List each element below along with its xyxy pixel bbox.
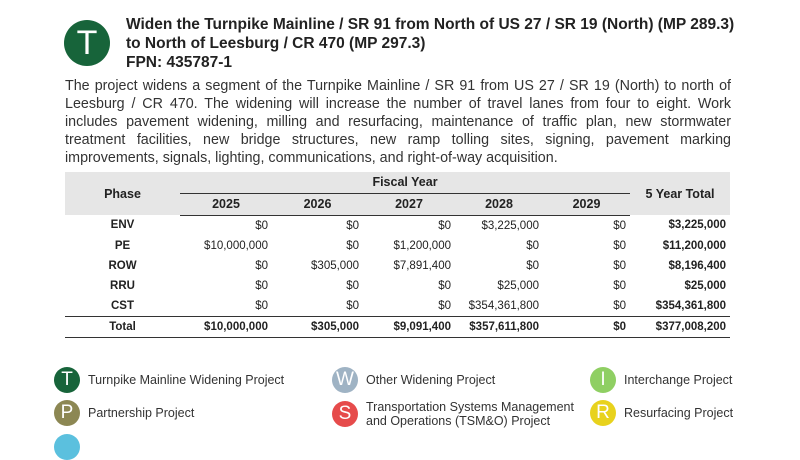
value-cell: $0 (255, 299, 268, 312)
total-cell: $377,008,200 (630, 315, 731, 338)
year-header: 2026 (272, 193, 363, 216)
value-cell: $0 (438, 279, 451, 292)
table-row: ENV $0 $0 $0 $3,225,000 $0 $3,225,000 (65, 215, 730, 236)
value-cell: $0 (613, 259, 627, 272)
value-cell: $10,000,000 (204, 239, 268, 252)
total-header: 5 Year Total (630, 172, 731, 215)
phase-cell: ENV (110, 219, 135, 232)
year-header: 2029 (543, 193, 631, 216)
legend-icon-partial (54, 434, 80, 460)
value-cell: $7,891,400 (393, 259, 451, 272)
title: Widen the Turnpike Mainline / SR 91 from… (126, 15, 766, 72)
legend-icon: S (332, 401, 358, 427)
title-line: Widen the Turnpike Mainline / SR 91 from… (126, 16, 735, 33)
funding-table: Phase Fiscal Year 5 Year Total 2025 2026 2… (65, 172, 731, 338)
value-cell: $0 (346, 219, 359, 232)
legend-item: W Other Widening Project (332, 367, 495, 393)
value-cell: $0 (543, 315, 631, 338)
value-cell: $0 (346, 279, 359, 292)
total-cell: $25,000 (684, 279, 727, 292)
value-cell: $0 (255, 219, 268, 232)
value-cell: $0 (613, 239, 627, 252)
table-row: PE $10,000,000 $0 $1,200,000 $0 $0 $11,200,000 (65, 236, 730, 256)
value-cell: $0 (613, 299, 627, 312)
table-row: ROW $0 $305,000 $7,891,400 $0 $0 $8,196,400 (65, 256, 730, 276)
value-cell: $1,200,000 (393, 239, 451, 252)
table-row: Total $10,000,000 $305,000 $9,091,400 $357,6… (65, 315, 731, 338)
total-cell: $8,196,400 (668, 259, 727, 272)
phase-cell: Total (65, 315, 180, 338)
value-cell: $0 (346, 239, 359, 252)
legend-label: Other Widening Project (366, 373, 496, 387)
phase-cell: ROW (108, 259, 137, 272)
table-row: RRU $0 $0 $0 $25,000 $0 $25,000 (65, 276, 730, 296)
value-cell: $0 (255, 279, 268, 292)
value-cell: $0 (438, 299, 451, 312)
phase-cell: CST (111, 299, 134, 312)
legend-item: P Partnership Project (54, 400, 194, 426)
value-cell: $0 (438, 219, 451, 232)
phase-cell: PE (114, 239, 131, 252)
total-cell: $11,200,000 (662, 239, 727, 252)
project-icon: T (64, 20, 110, 66)
legend-icon: P (54, 400, 80, 426)
value-cell: $354,361,800 (468, 299, 539, 312)
page: T Widen the Turnpike Mainline / SR 91 fr… (54, 15, 766, 460)
total-cell: $3,225,000 (668, 219, 727, 232)
phase-header: Phase (65, 172, 180, 215)
legend-label: Partnership Project (88, 406, 195, 420)
legend-label: Interchange Project (624, 373, 733, 387)
value-cell: $305,000 (311, 259, 359, 272)
fiscal-year-header: Fiscal Year (180, 172, 631, 194)
fpn: FPN: 435787-1 (126, 54, 232, 71)
value-cell: $3,225,000 (481, 219, 539, 232)
value-cell: $0 (613, 219, 627, 232)
value-cell: $0 (346, 299, 359, 312)
legend-label: Transportation Systems Management and Op… (366, 400, 574, 428)
value-cell: $0 (613, 279, 627, 292)
legend-item: I Interchange Project (590, 367, 732, 393)
value-cell: $0 (526, 259, 539, 272)
legend-icon: W (332, 367, 358, 393)
value-cell: $9,091,400 (363, 315, 455, 338)
table-row: CST $0 $0 $0 $354,361,800 $0 $354,361,800 (65, 296, 730, 317)
legend-icon: I (590, 367, 616, 393)
phase-cell: RRU (110, 279, 135, 292)
value-cell: $305,000 (272, 315, 363, 338)
title-line: to North of Leesburg / CR 470 (MP 297.3) (126, 35, 426, 52)
legend-item: T Turnpike Mainline Widening Project (54, 367, 284, 393)
year-header: 2025 (180, 193, 272, 216)
value-cell: $10,000,000 (180, 315, 272, 338)
value-cell: $25,000 (497, 279, 539, 292)
year-header: 2027 (363, 193, 455, 216)
legend-label: Turnpike Mainline Widening Project (88, 373, 285, 387)
value-cell: $0 (255, 259, 268, 272)
value-cell: $0 (526, 239, 539, 252)
description: The project widens a segment of the Turn… (65, 78, 731, 166)
legend-icon: R (590, 400, 616, 426)
total-cell: $354,361,800 (655, 299, 727, 312)
value-cell: $357,611,800 (455, 315, 543, 338)
legend-label: Resurfacing Project (624, 406, 734, 420)
legend-item: R Resurfacing Project (590, 400, 733, 426)
legend-icon: T (54, 367, 80, 393)
year-header: 2028 (455, 193, 543, 216)
legend-item: S Transportation Systems Management and O… (332, 400, 582, 428)
